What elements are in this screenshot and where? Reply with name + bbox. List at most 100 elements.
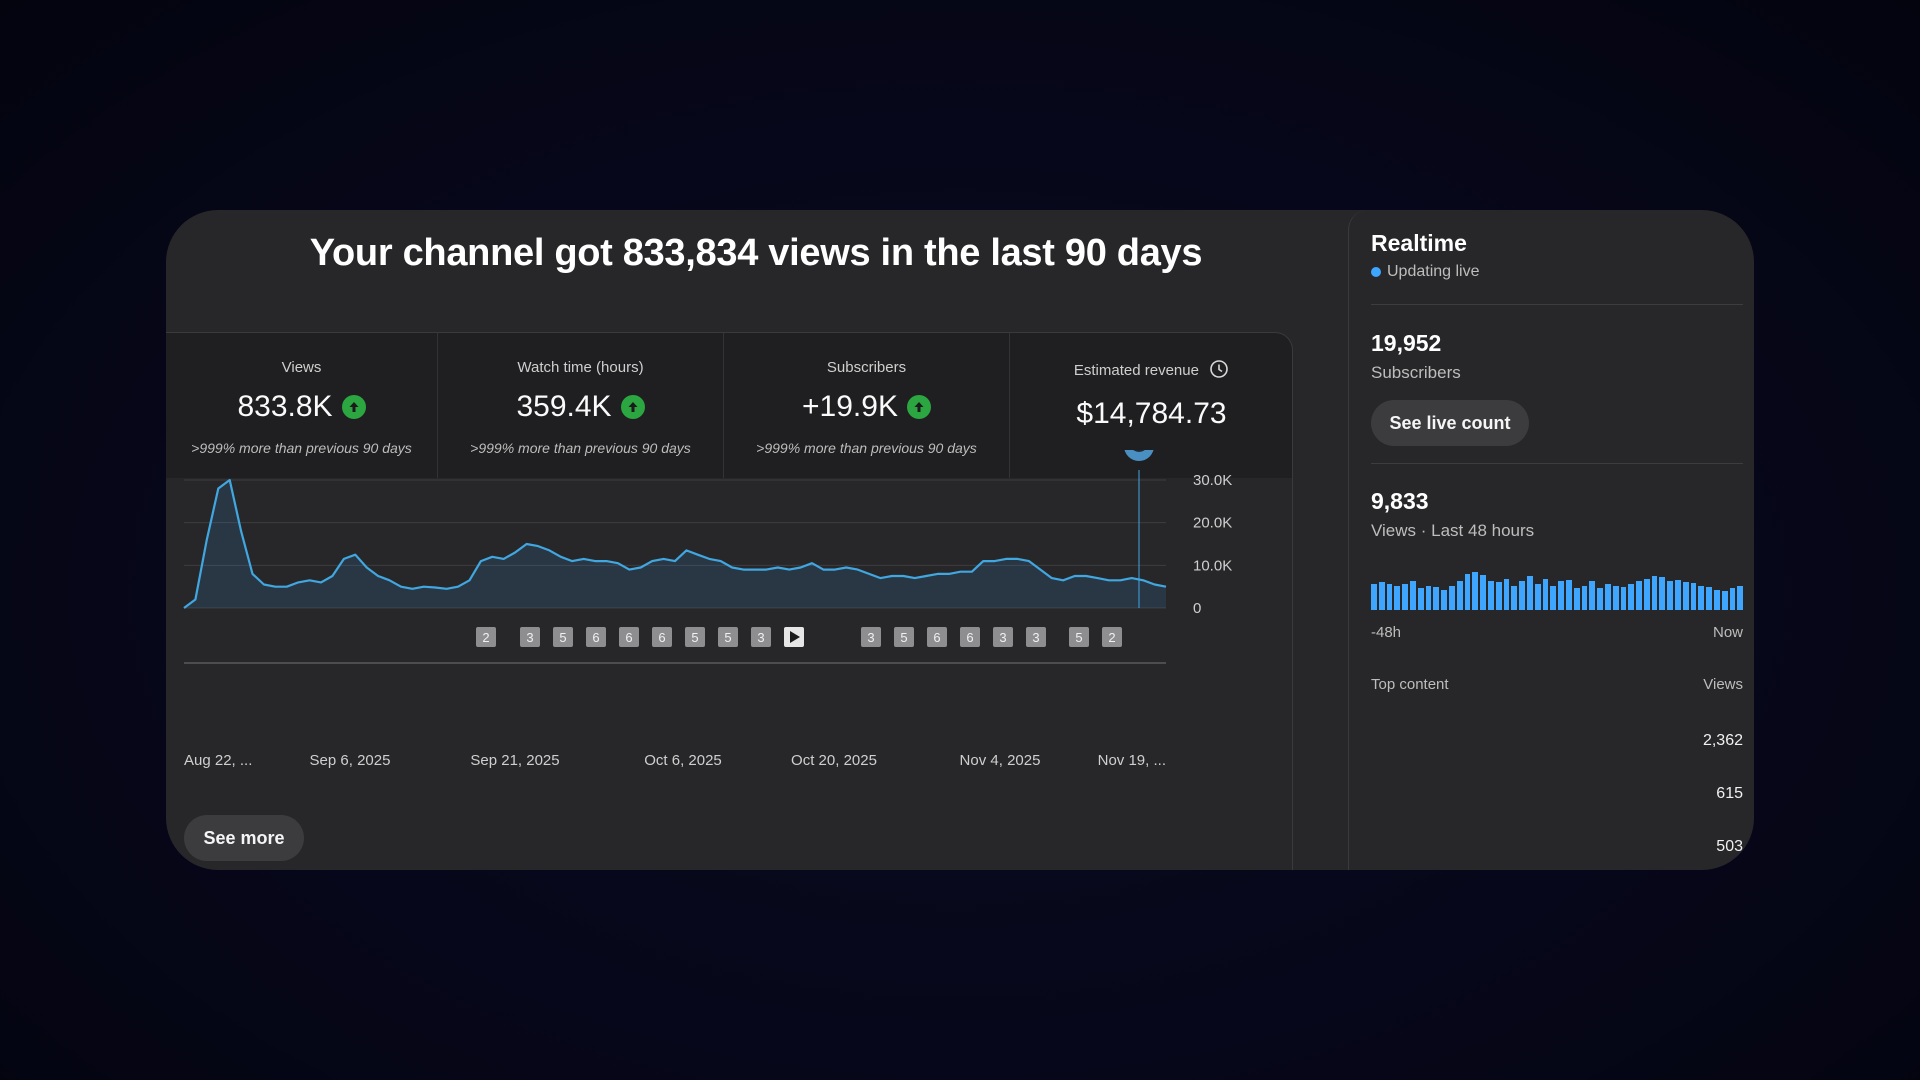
annotation-marker[interactable]: 3	[751, 627, 771, 647]
realtime-bar[interactable]	[1386, 583, 1393, 610]
realtime-bar[interactable]	[1737, 586, 1744, 610]
realtime-bar[interactable]	[1480, 575, 1486, 610]
annotation-marker[interactable]: 5	[1069, 627, 1089, 647]
realtime-bar[interactable]	[1409, 581, 1416, 610]
see-more-button[interactable]: See more	[184, 815, 304, 861]
metric-watch-time[interactable]: Watch time (hours) 359.4K >999% more tha…	[437, 333, 723, 478]
metric-label: Subscribers	[826, 359, 907, 376]
play-marker-icon[interactable]	[784, 627, 804, 647]
realtime-bar[interactable]	[1448, 586, 1455, 610]
realtime-bar[interactable]	[1628, 583, 1635, 610]
realtime-bar[interactable]	[1597, 588, 1603, 610]
separator	[1371, 463, 1743, 464]
annotation-marker[interactable]: 5	[553, 627, 573, 647]
realtime-bar[interactable]	[1550, 586, 1557, 610]
realtime-bar[interactable]	[1464, 574, 1471, 610]
metrics-row: Views 833.8K >999% more than previous 90…	[166, 332, 1293, 478]
svg-text:6: 6	[592, 630, 599, 645]
realtime-bar[interactable]	[1511, 586, 1518, 610]
annotation-marker[interactable]: 6	[652, 627, 672, 647]
realtime-bar[interactable]	[1456, 581, 1463, 610]
realtime-bar[interactable]	[1425, 586, 1432, 610]
realtime-bar-chart[interactable]	[1371, 562, 1744, 610]
views-48h-label: Views · Last 48 hours	[1371, 521, 1535, 540]
y-tick-label: 0	[1193, 600, 1201, 617]
metric-value-row: $14,784.73	[1010, 397, 1293, 431]
realtime-bar[interactable]	[1729, 588, 1736, 610]
annotation-marker[interactable]: 5	[685, 627, 705, 647]
subscribers-count: 19,952	[1371, 330, 1442, 356]
realtime-bar[interactable]	[1441, 589, 1447, 610]
live-status: Updating live	[1371, 263, 1480, 281]
top-content-views[interactable]: 503	[1716, 838, 1743, 855]
realtime-bar[interactable]	[1495, 582, 1502, 610]
x-tick-label: Oct 20, 2025	[791, 752, 877, 769]
realtime-bar[interactable]	[1721, 590, 1728, 610]
realtime-bar[interactable]	[1534, 583, 1541, 610]
annotation-marker[interactable]: 6	[960, 627, 980, 647]
realtime-bar[interactable]	[1675, 580, 1681, 610]
annotation-marker[interactable]: 2	[1102, 627, 1122, 647]
metric-subscribers[interactable]: Subscribers +19.9K >999% more than previ…	[723, 333, 1009, 478]
section-divider	[1292, 477, 1293, 870]
realtime-bar[interactable]	[1714, 589, 1720, 610]
x-tick-label: Sep 21, 2025	[470, 752, 559, 769]
realtime-bar[interactable]	[1682, 582, 1689, 610]
top-content-views[interactable]: 615	[1716, 785, 1743, 802]
metric-estimated-revenue[interactable]: Estimated revenue $14,784.73	[1009, 333, 1293, 478]
realtime-bar[interactable]	[1417, 588, 1424, 610]
realtime-bar[interactable]	[1620, 586, 1627, 610]
views-chart[interactable]: 30.0K 20.0K 10.0K 0 2 3 5 6 6 6 5 5 3 3 5 6 6 3 3 5 2 Aug 22,…	[166, 450, 1292, 790]
realtime-bar[interactable]	[1581, 586, 1588, 610]
realtime-bar[interactable]	[1565, 580, 1572, 610]
arrow-up-icon	[341, 395, 366, 419]
svg-text:6: 6	[933, 630, 940, 645]
realtime-bar[interactable]	[1589, 581, 1596, 610]
annotation-marker[interactable]: 3	[861, 627, 881, 647]
annotation-marker[interactable]: 3	[520, 627, 540, 647]
annotation-marker[interactable]: 5	[718, 627, 738, 647]
annotation-marker[interactable]: 6	[619, 627, 639, 647]
realtime-bar[interactable]	[1636, 581, 1642, 610]
realtime-bar[interactable]	[1698, 586, 1705, 610]
realtime-bar[interactable]	[1690, 583, 1697, 610]
metric-value-row: 833.8K	[166, 390, 437, 424]
realtime-bar[interactable]	[1667, 581, 1674, 610]
realtime-bar[interactable]	[1643, 578, 1650, 610]
realtime-bar[interactable]	[1542, 578, 1549, 610]
graduation-cap-icon[interactable]	[1124, 450, 1154, 461]
realtime-bar[interactable]	[1659, 577, 1666, 610]
annotation-marker[interactable]: 3	[1026, 627, 1046, 647]
realtime-bar[interactable]	[1472, 571, 1479, 610]
annotation-marker[interactable]: 6	[927, 627, 947, 647]
svg-text:6: 6	[966, 630, 973, 645]
realtime-bar[interactable]	[1371, 583, 1377, 610]
annotation-marker[interactable]: 5	[894, 627, 914, 647]
realtime-bar[interactable]	[1604, 583, 1611, 610]
realtime-bar[interactable]	[1394, 586, 1401, 610]
realtime-bar[interactable]	[1503, 578, 1510, 610]
realtime-bar[interactable]	[1487, 581, 1494, 610]
realtime-bar[interactable]	[1526, 576, 1533, 610]
realtime-bar[interactable]	[1433, 586, 1440, 610]
realtime-bar[interactable]	[1402, 583, 1408, 610]
annotation-marker[interactable]: 6	[586, 627, 606, 647]
realtime-bar[interactable]	[1378, 582, 1385, 610]
realtime-bar[interactable]	[1651, 576, 1658, 610]
x-tick-label: Sep 6, 2025	[310, 752, 391, 769]
realtime-bar[interactable]	[1519, 581, 1525, 610]
svg-text:2: 2	[482, 630, 489, 645]
annotation-marker[interactable]: 3	[993, 627, 1013, 647]
top-content-views[interactable]: 2,362	[1702, 732, 1743, 749]
x-tick-label: Nov 19, ...	[1098, 752, 1166, 769]
realtime-bar[interactable]	[1573, 588, 1580, 610]
see-live-count-button[interactable]: See live count	[1371, 400, 1529, 446]
annotation-marker[interactable]: 2	[476, 627, 496, 647]
realtime-bar[interactable]	[1706, 586, 1713, 610]
realtime-bar[interactable]	[1612, 586, 1619, 610]
metric-label: Watch time (hours)	[517, 359, 644, 376]
y-tick-label: 20.0K	[1193, 515, 1232, 532]
metric-views[interactable]: Views 833.8K >999% more than previous 90…	[166, 333, 437, 478]
realtime-bar[interactable]	[1558, 581, 1564, 610]
svg-text:3: 3	[1032, 630, 1039, 645]
